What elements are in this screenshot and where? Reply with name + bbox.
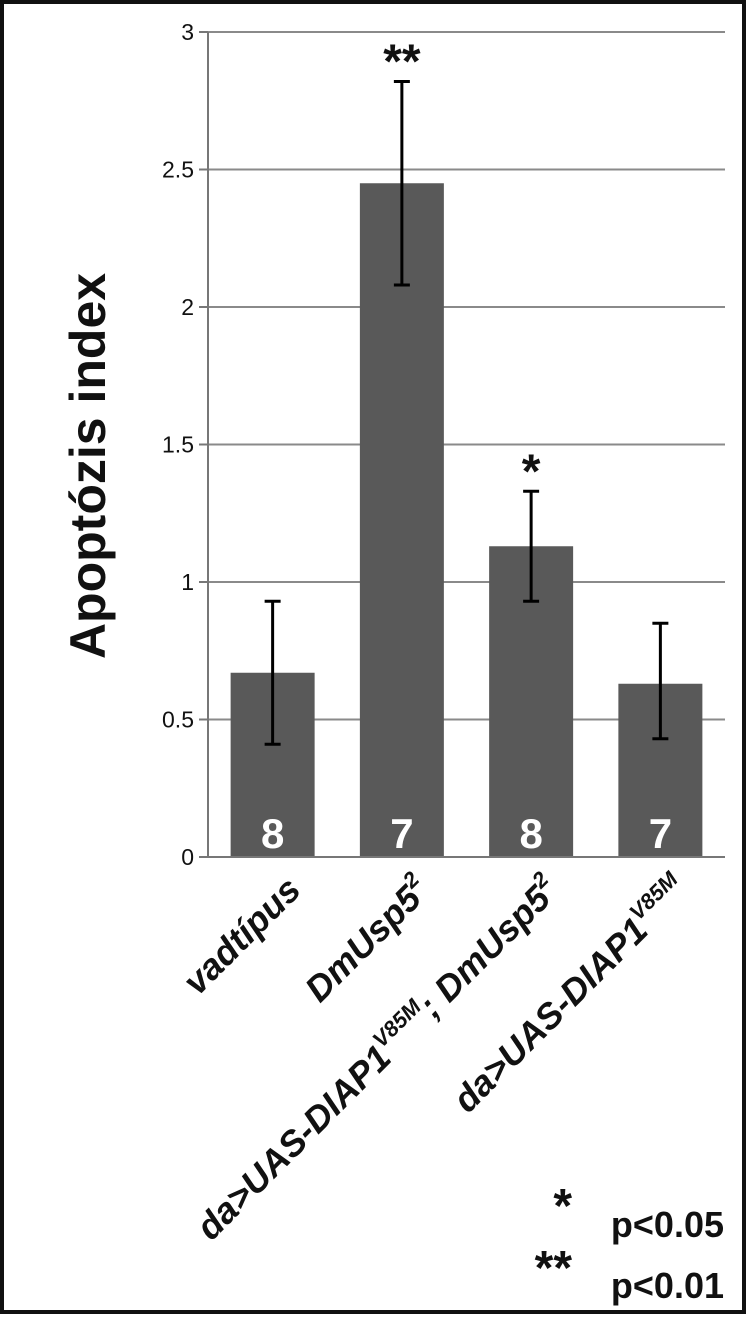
bar: [359, 183, 444, 857]
y-tick-label: 2.5: [162, 157, 194, 183]
bars: [230, 183, 703, 857]
category-label: da>UAS-DIAP1V85M: [443, 866, 697, 1120]
y-axis-title: Apoptózis index: [60, 273, 116, 659]
legend-symbol: **: [535, 1242, 573, 1295]
y-tick-label: 2: [181, 294, 194, 320]
legend-text: p<0.05: [611, 1204, 724, 1245]
y-tick-label: 0: [181, 844, 194, 870]
sample-count-label: 8: [519, 810, 542, 857]
legend-symbol: *: [553, 1180, 572, 1233]
y-axis: 0 0.5 1 1.5 2 2.5 3: [162, 19, 725, 870]
category-label: DmUsp52: [294, 866, 438, 1010]
y-tick-label: 1: [181, 569, 194, 595]
legend-text: p<0.01: [611, 1265, 724, 1306]
significance-marker: **: [383, 36, 421, 89]
sample-count-label: 8: [261, 810, 284, 857]
error-bars: [264, 80, 669, 746]
labels: 8 7**8*7vadtípusDmUsp52da>UAS-DIAP1V85M; …: [175, 36, 724, 1307]
y-tick-label: 3: [181, 19, 194, 45]
gridlines: [208, 31, 725, 721]
sample-count-label: 7: [649, 810, 672, 857]
sample-count-label: 7: [390, 810, 413, 857]
significance-marker: *: [522, 445, 541, 498]
y-tick-label: 0.5: [162, 707, 194, 733]
y-tick-label: 1.5: [162, 432, 194, 458]
category-label: vadtípus: [175, 869, 309, 1003]
bar-chart: 0 0.5 1 1.5 2 2.5 3 8 7 ** 8 * 7 vadtípusDmUsp52da>U…: [60, 19, 725, 1307]
